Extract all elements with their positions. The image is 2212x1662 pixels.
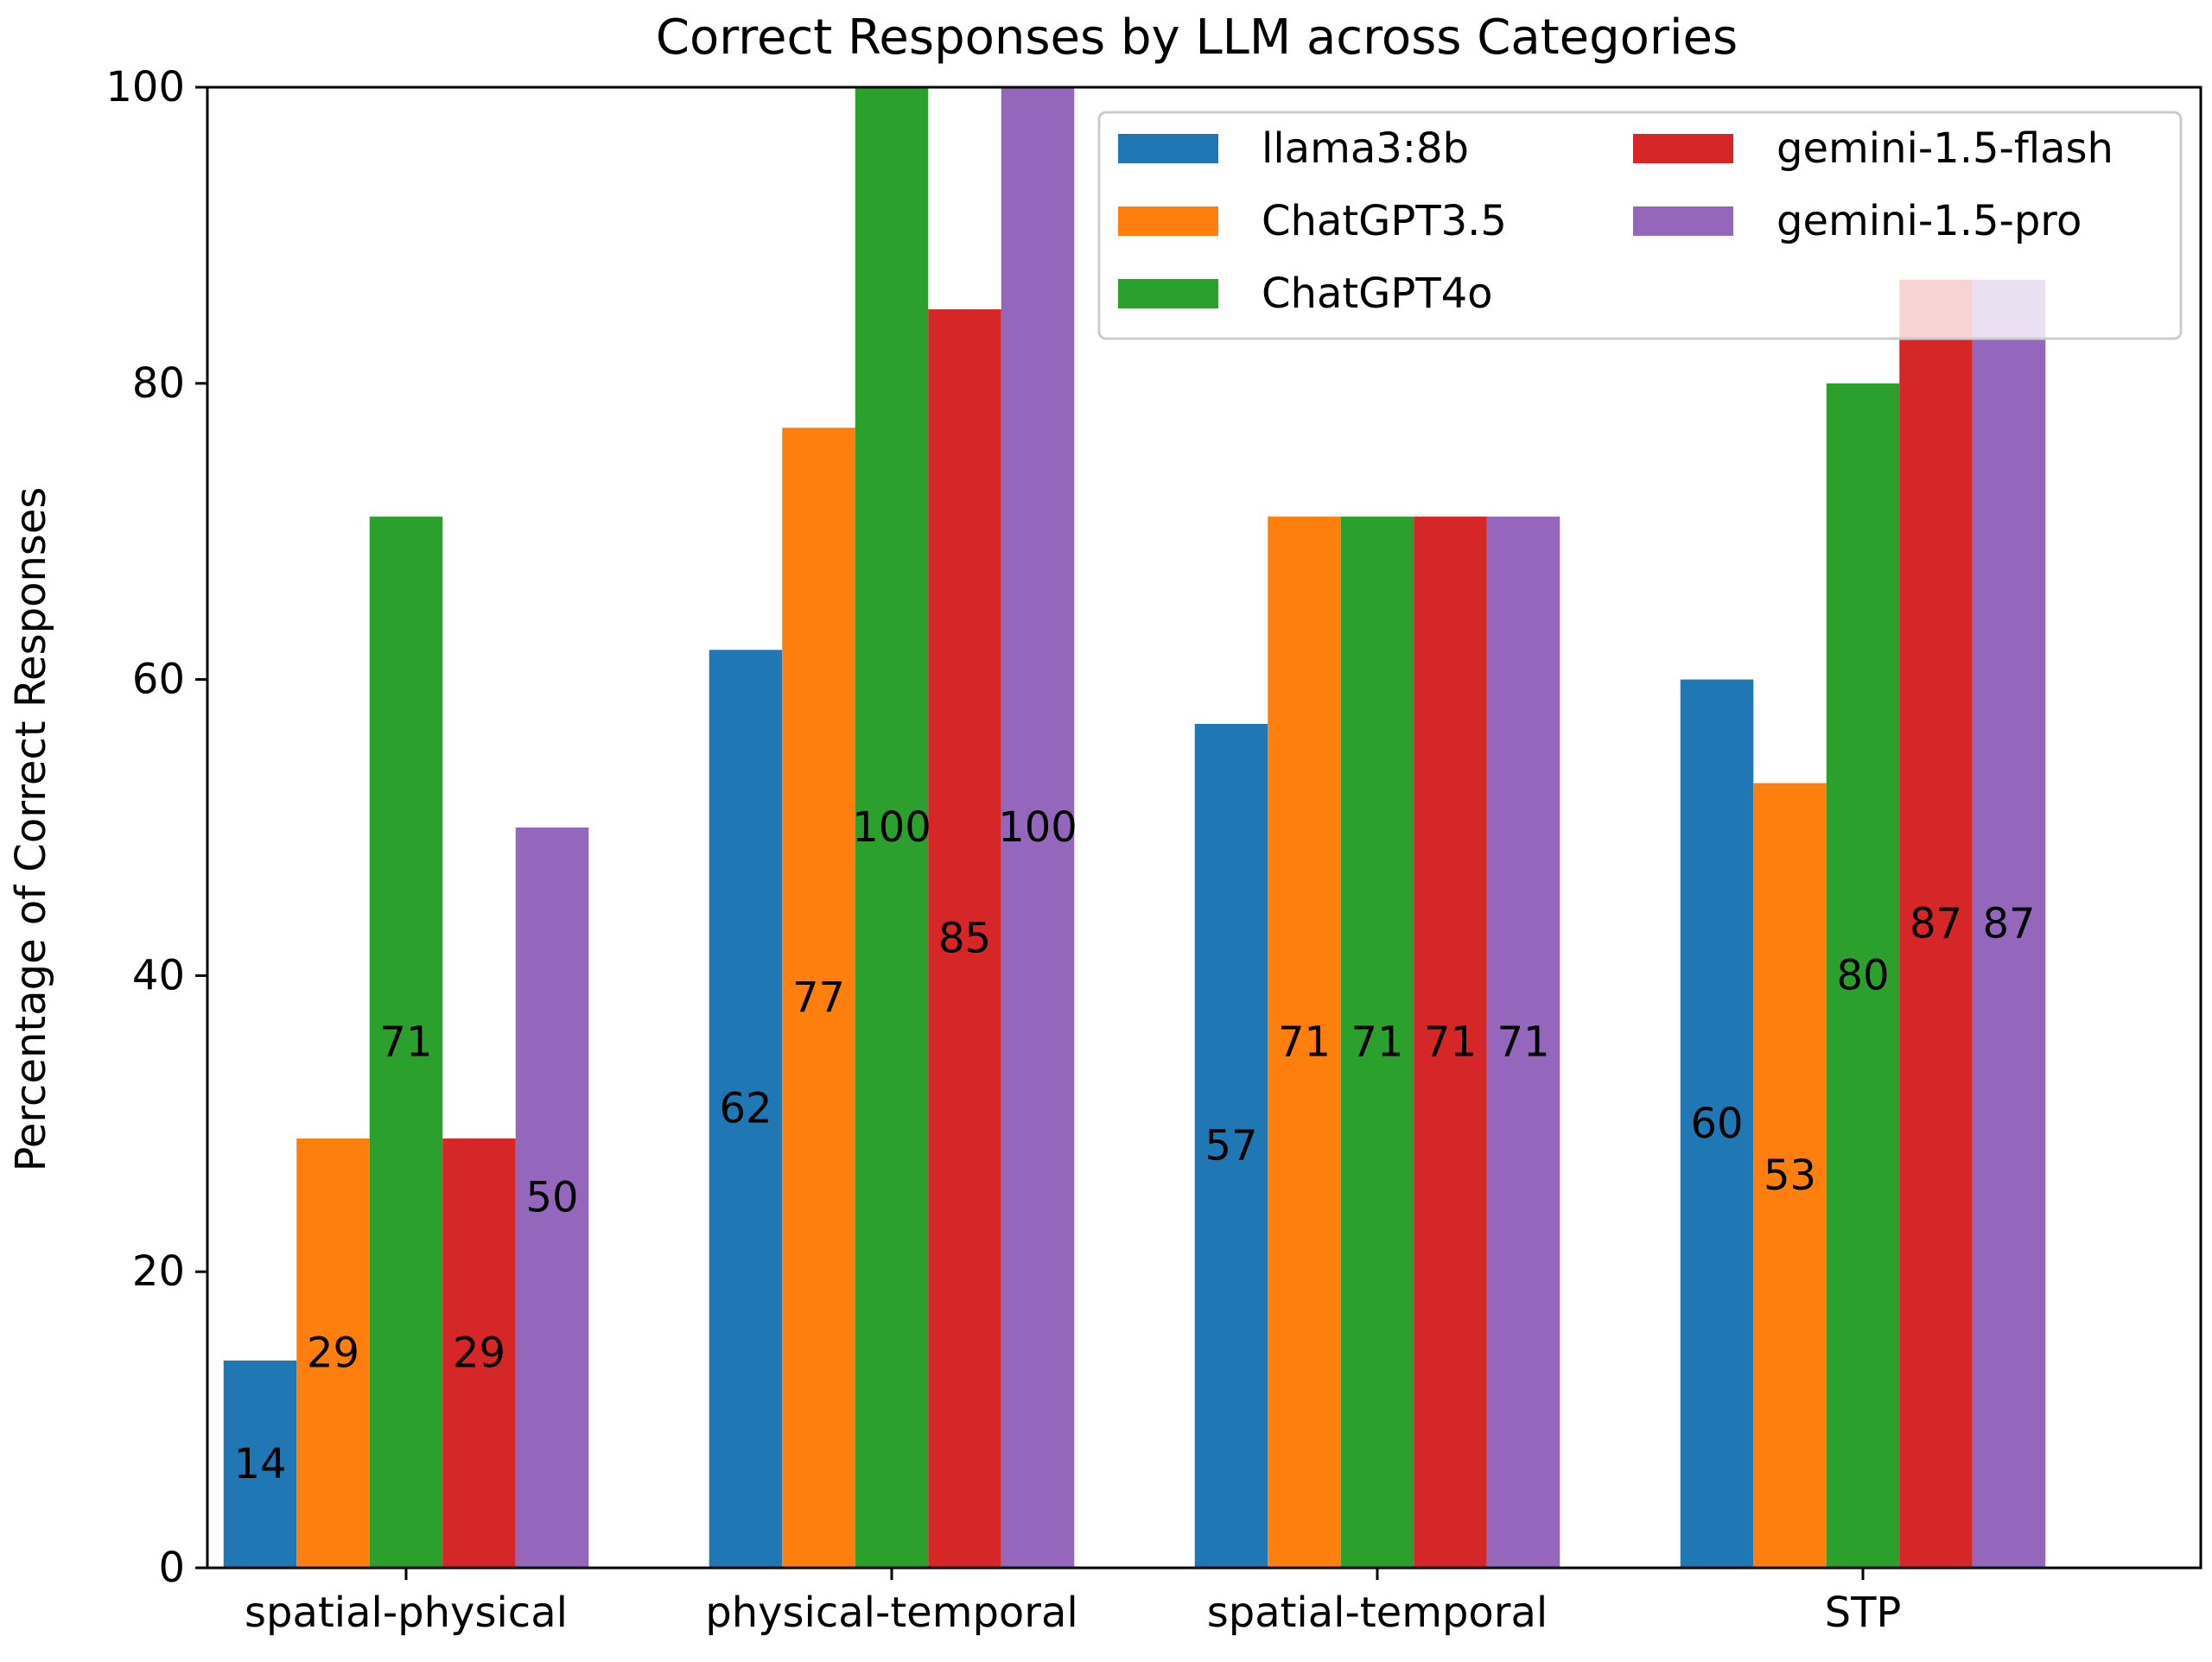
data-label: 71 [1424,1018,1477,1067]
bar-gemini-1-5-pro-1 [1001,87,1075,1568]
legend-label-gemini-1-5-pro: gemini-1.5-pro [1777,197,2082,245]
x-tick-label: physical-temporal [705,1589,1078,1637]
data-label: 62 [719,1085,772,1133]
y-tick-label: 60 [132,656,185,704]
data-label: 29 [307,1329,359,1377]
legend-label-llama3-8b: llama3:8b [1262,124,1469,173]
data-label: 29 [453,1329,505,1377]
bar-chatgpt3-5-1 [782,428,855,1569]
bar-gemini-1-5-flash-2 [1414,517,1487,1568]
bar-chatgpt4o-2 [1340,517,1414,1568]
data-labels-layer: 14 62 57 60 29 77 71 53 71 100 71 80 29 85 71 87 50 100 71… [233,803,2035,1488]
data-label: 100 [998,803,1077,852]
data-label: 100 [852,803,931,852]
plot-frame [206,86,2202,1570]
bar-gemini-1-5-flash-1 [928,309,1001,1569]
bar-chatgpt3-5-3 [1753,783,1827,1568]
data-label: 57 [1205,1122,1257,1170]
y-tick-label: 0 [158,1544,185,1592]
legend: llama3:8b ChatGPT3.5 ChatGPT4o gemini-1.5-f… [1097,111,2183,340]
data-label: 71 [1278,1018,1331,1067]
bar-chatgpt4o-0 [369,517,443,1568]
data-label: 53 [1764,1151,1816,1200]
legend-swatch-chatgpt3-5 [1118,206,1218,236]
legend-label-chatgpt3-5: ChatGPT3.5 [1262,197,1507,245]
bar-gemini-1-5-flash-3 [1899,279,1973,1568]
bar-gemini-1-5-pro-3 [1972,279,2046,1568]
bar-chatgpt3-5-0 [296,1138,370,1568]
chart-title: Correct Responses by LLM across Categori… [656,10,1738,66]
y-tick-label: 40 [132,951,185,999]
axes-layer: 0 20 40 60 80 100 spatial-physical physical-tem… [105,63,2202,1637]
data-label: 60 [1690,1100,1743,1148]
legend-swatch-gemini-1-5-flash [1633,134,1733,163]
bar-llama3-8b-0 [223,1361,297,1568]
data-label: 71 [379,1018,432,1067]
bar-gemini-1-5-flash-0 [442,1138,516,1568]
x-tick-label: spatial-physical [245,1589,568,1637]
bar-llama3-8b-1 [709,650,783,1568]
bar-chatgpt3-5-2 [1268,517,1341,1568]
data-label: 77 [792,974,845,1022]
data-label: 80 [1836,951,1889,999]
legend-swatch-gemini-1-5-pro [1633,206,1733,236]
bar-chatgpt4o-1 [855,87,929,1568]
data-label: 71 [1351,1018,1403,1067]
legend-label-chatgpt4o: ChatGPT4o [1262,270,1493,318]
legend-swatch-llama3-8b [1118,134,1218,163]
data-label: 14 [233,1440,286,1488]
legend-label-gemini-1-5-flash: gemini-1.5-flash [1777,124,2113,173]
bar-gemini-1-5-pro-0 [515,828,589,1568]
bars-layer [223,87,2046,1569]
data-label: 87 [1982,899,2035,948]
legend-swatch-chatgpt4o [1118,279,1218,308]
bar-llama3-8b-2 [1194,724,1268,1568]
data-label: 87 [1910,899,1962,948]
data-label: 85 [938,915,991,963]
bar-llama3-8b-3 [1680,679,1754,1568]
x-tick-label: STP [1825,1589,1902,1637]
bar-chatgpt4o-3 [1826,383,1900,1568]
y-tick-label: 80 [132,359,185,408]
y-tick-label: 20 [132,1247,185,1296]
data-label: 71 [1497,1018,1549,1067]
data-label: 50 [525,1174,578,1222]
x-tick-label: spatial-temporal [1207,1589,1548,1637]
y-tick-label: 100 [105,63,185,111]
y-axis-label: Percentage of Correct Responses [7,487,55,1172]
bar-gemini-1-5-pro-2 [1486,517,1560,1568]
